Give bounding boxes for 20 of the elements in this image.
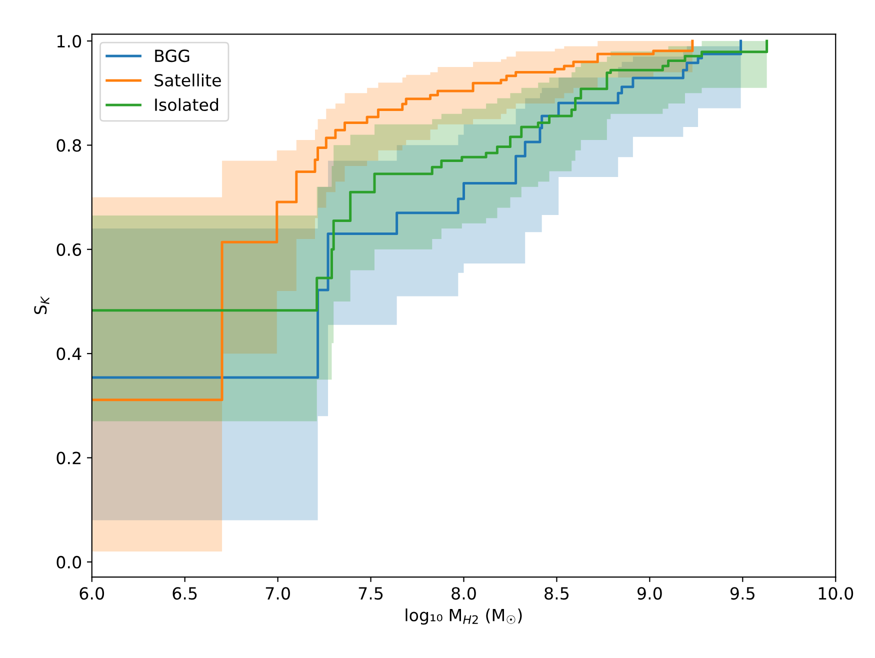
x-tick-label: 8.0 — [452, 587, 476, 600]
legend-label: BGG — [155, 50, 190, 62]
y-axis-title: S$_{K}$ — [34, 296, 50, 314]
x-tick-label: 8.5 — [544, 587, 569, 600]
y-tick-label: 0.6 — [56, 243, 82, 256]
x-tick-label: 10.0 — [818, 587, 854, 600]
legend-label: Isolated — [155, 98, 218, 112]
x-axis-title: log₁₀ M$_{H2}$ (M$_{☉}$) — [406, 608, 522, 625]
x-tick-label: 6.5 — [172, 587, 197, 600]
x-tick-label: 9.5 — [730, 587, 754, 600]
y-tick-label: 1.0 — [57, 34, 82, 48]
y-tick-label: 0.2 — [56, 452, 80, 464]
x-tick-label: 9.0 — [637, 587, 662, 600]
y-tick-label: 0.4 — [56, 348, 82, 360]
x-tick-label: 6.0 — [80, 587, 104, 600]
y-tick-label: 0.0 — [56, 556, 82, 569]
x-tick-label: 7.0 — [266, 587, 290, 600]
legend-label: Satellite — [154, 74, 221, 87]
y-tick-label: 0.8 — [56, 139, 82, 152]
x-tick-label: 7.5 — [358, 587, 383, 600]
